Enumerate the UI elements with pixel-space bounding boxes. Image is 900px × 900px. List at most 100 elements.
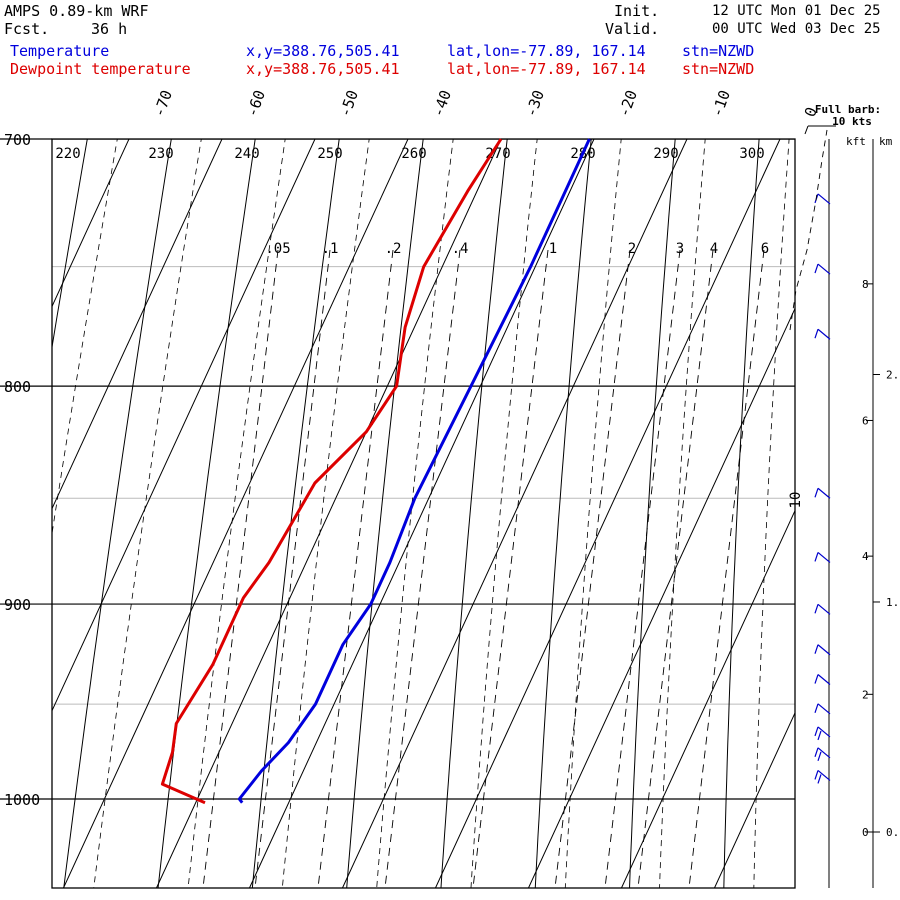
theta-label: 290 xyxy=(653,146,678,162)
pressure-tick-label: 900 xyxy=(4,596,31,614)
kft-tick-label: 6 xyxy=(862,414,869,427)
dry-adiabat xyxy=(723,139,760,888)
wind-barb-staff xyxy=(817,747,831,759)
isotherm-line xyxy=(621,509,795,888)
hodograph-label: 10 xyxy=(788,492,804,509)
isotherm-line xyxy=(528,307,795,888)
station-id: stn=NZWD xyxy=(682,60,755,78)
barb-key-flag xyxy=(804,125,809,135)
mixing-ratio-line xyxy=(554,249,631,888)
mixing-ratio-label: .4 xyxy=(452,241,469,257)
mixing-ratio-line xyxy=(637,249,714,888)
mixing-ratio-label: .2 xyxy=(385,241,402,257)
wind-barb-flag xyxy=(814,770,819,780)
moist-adiabat xyxy=(659,139,706,888)
dry-adiabat xyxy=(52,139,88,351)
isotherm-line xyxy=(807,139,900,888)
km-tick-label: 1. xyxy=(886,596,899,609)
moist-adiabat xyxy=(187,139,286,888)
mixing-ratio-line xyxy=(604,249,681,888)
mixing-ratio-label: 3 xyxy=(676,241,684,257)
dry-adiabat xyxy=(251,139,340,888)
wind-barb-flag xyxy=(814,329,819,339)
wind-barb-flag xyxy=(814,703,819,713)
profile-line xyxy=(237,138,591,804)
dry-adiabat xyxy=(63,139,172,888)
location-xy: x,y=388.76,505.41 xyxy=(246,60,400,78)
theta-label: 270 xyxy=(485,146,510,162)
theta-label: 240 xyxy=(234,146,259,162)
theta-label: 250 xyxy=(317,146,342,162)
init-label: Init. xyxy=(614,2,660,20)
init-value: 12 UTC Mon 01 Dec 25 xyxy=(712,3,881,19)
isotherm-line xyxy=(52,139,316,712)
theta-label: 230 xyxy=(148,146,173,162)
full-barb-value: 10 kts xyxy=(832,115,872,128)
station-id: stn=NZWD xyxy=(682,42,755,60)
temperature-tick-label: -30 xyxy=(522,88,548,120)
wind-barb-staff xyxy=(817,674,831,685)
moist-adiabat xyxy=(753,139,790,888)
mixing-ratio-line xyxy=(688,249,765,888)
isotherm-line xyxy=(63,139,409,888)
kft-tick-label: 4 xyxy=(862,550,869,563)
wind-barb-flag xyxy=(814,488,819,498)
kft-label: kft xyxy=(846,135,866,148)
mixing-ratio-line xyxy=(254,249,331,888)
isotherm-line xyxy=(156,139,502,888)
mixing-ratio-label: 6 xyxy=(761,241,769,257)
isotherm-line xyxy=(714,711,795,888)
dry-adiabat xyxy=(346,139,424,888)
dry-adiabat xyxy=(440,139,508,888)
theta-label: 300 xyxy=(739,146,764,162)
wind-barb-staff xyxy=(817,703,831,715)
km-label: km xyxy=(879,135,893,148)
isotherm-line xyxy=(342,139,688,888)
wind-barb-staff xyxy=(817,487,831,499)
moist-adiabat xyxy=(281,139,370,888)
mixing-ratio-label: 2 xyxy=(628,241,636,257)
moist-adiabat xyxy=(564,139,622,888)
wind-barb-flag xyxy=(817,730,822,741)
kft-tick-label: 8 xyxy=(862,278,869,291)
moist-adiabat xyxy=(52,139,118,537)
wind-barb-flag xyxy=(814,604,819,614)
mixing-ratio-line xyxy=(384,249,461,888)
wind-barb-staff xyxy=(817,551,831,563)
wind-barb-flag xyxy=(814,263,819,274)
wind-barb-flag xyxy=(814,726,819,737)
moist-adiabat xyxy=(470,139,538,888)
wind-barb-staff xyxy=(817,193,831,205)
temperature-tick-label: -70 xyxy=(150,88,176,120)
temperature-tick-label: -20 xyxy=(615,88,641,120)
dry-adiabat xyxy=(157,139,256,888)
wind-barb-flag xyxy=(814,674,819,684)
temperature-tick-label: -40 xyxy=(429,88,455,120)
temperature-tick-label: -60 xyxy=(243,88,269,120)
theta-label: 220 xyxy=(55,146,80,162)
valid-label: Valid. xyxy=(605,20,660,38)
dry-adiabat xyxy=(629,139,676,888)
fcst-label: Fcst. xyxy=(4,20,50,38)
pressure-tick-label: 700 xyxy=(4,131,31,149)
isotherm-line xyxy=(435,139,781,888)
location-xy: x,y=388.76,505.41 xyxy=(246,42,400,60)
wind-barb-staff xyxy=(817,263,831,275)
wind-barb-flag xyxy=(817,751,822,762)
km-tick-label: 2. xyxy=(886,368,899,381)
wind-barb-flag xyxy=(817,774,822,784)
mixing-ratio-line xyxy=(317,249,394,888)
legend-temperature: Temperature xyxy=(10,42,110,60)
wind-barb-staff xyxy=(817,726,831,738)
wind-barb-flag xyxy=(814,644,819,654)
plot-border xyxy=(51,138,796,889)
profile-line xyxy=(160,138,503,805)
mixing-ratio-line xyxy=(472,249,549,888)
full-barb-label: Full barb: xyxy=(815,103,881,116)
isotherm-line xyxy=(0,139,36,888)
mixing-ratio-label: 4 xyxy=(710,241,718,257)
wind-barb-staff xyxy=(817,769,831,781)
hodograph-line xyxy=(789,129,828,331)
